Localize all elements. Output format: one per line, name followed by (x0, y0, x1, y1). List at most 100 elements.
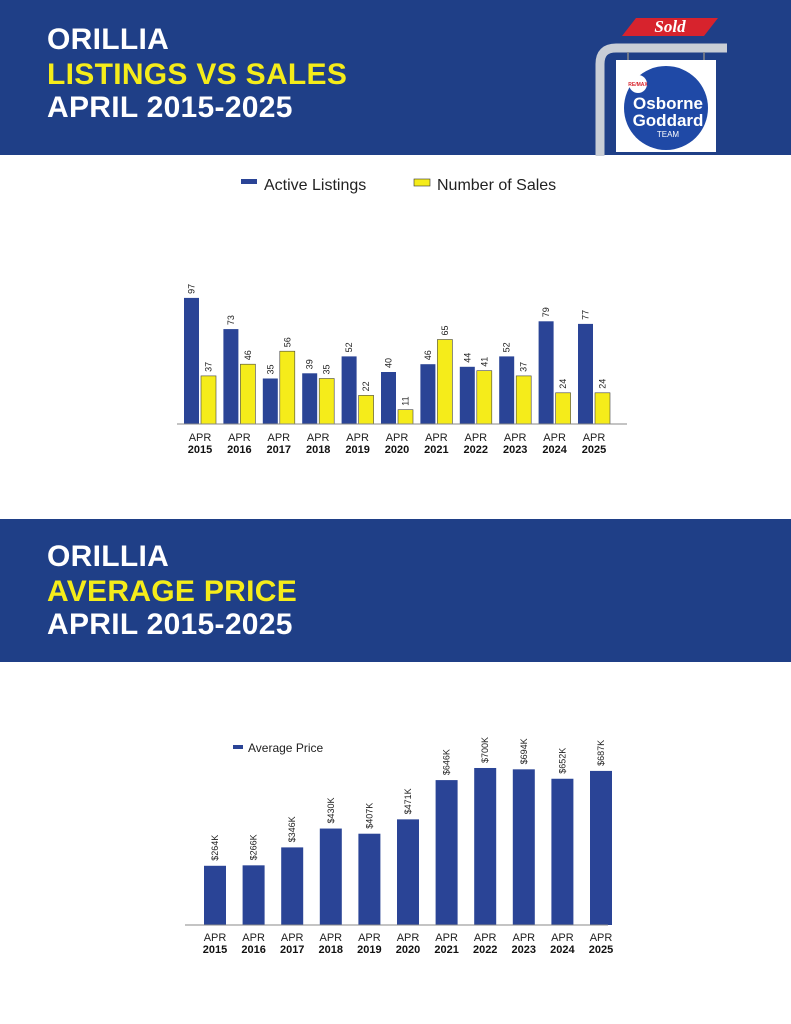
active-listings-bar-2023 (499, 356, 515, 424)
active-listings-bar-2025 (578, 323, 593, 424)
x-tick-year: 2018 (319, 944, 343, 956)
average-price-label-2015: $264K (210, 835, 220, 861)
x-tick-month: APR (543, 432, 566, 444)
x-tick-month: APR (474, 932, 497, 944)
legend-label-average-price: Average Price (248, 741, 323, 755)
sales-label-2023: 37 (519, 362, 529, 372)
average-price-bar-2021 (435, 780, 458, 925)
active-listings-label-2022: 44 (462, 353, 472, 363)
x-tick-year: 2024 (550, 944, 575, 956)
x-tick-month: APR (281, 932, 304, 944)
x-tick-year: 2016 (227, 444, 251, 456)
sales-label-2019: 22 (361, 381, 371, 391)
x-tick-month: APR (590, 932, 613, 944)
legend-swatch-average-price (233, 745, 243, 749)
remax-balloon-icon (629, 75, 647, 93)
average-price-label-2025: $687K (596, 740, 606, 766)
x-tick-year: 2015 (188, 444, 212, 456)
average-price-label-2016: $266K (249, 834, 259, 860)
x-tick-year: 2019 (357, 944, 381, 956)
title-main: LISTINGS VS SALES (47, 58, 348, 91)
legend-swatch-active-listings (241, 179, 257, 184)
average-price-label-2017: $346K (287, 816, 297, 842)
sales-label-2020: 11 (401, 396, 411, 405)
x-tick-year: 2022 (473, 944, 497, 956)
x-tick-month: APR (189, 432, 212, 444)
legend-label-active-listings: Active Listings (264, 177, 366, 194)
legend-label-number-of-sales: Number of Sales (437, 177, 556, 194)
logo-line1: Osborne (633, 94, 703, 113)
x-tick-month: APR (228, 432, 251, 444)
x-tick-month: APR (386, 432, 409, 444)
average-price-label-2023: $694K (519, 738, 529, 764)
average-price-bar-2018 (319, 828, 342, 925)
active-listings-label-2023: 52 (502, 342, 512, 352)
active-listings-label-2019: 52 (344, 342, 354, 352)
title-city: ORILLIA (47, 540, 170, 573)
average-price-label-2024: $652K (557, 748, 567, 774)
x-tick-month: APR (504, 432, 527, 444)
x-tick-year: 2024 (542, 444, 567, 456)
x-tick-year: 2017 (280, 944, 304, 956)
logo-line2: Goddard (633, 111, 704, 130)
average-price-label-2019: $407K (364, 803, 374, 829)
average-price-label-2018: $430K (326, 798, 336, 824)
sold-banner (622, 18, 718, 36)
x-tick-month: APR (425, 432, 448, 444)
active-listings-bar-2020 (381, 372, 396, 424)
x-tick-month: APR (464, 432, 487, 444)
x-tick-month: APR (319, 932, 342, 944)
x-tick-month: APR (307, 432, 330, 444)
x-tick-month: APR (267, 432, 290, 444)
average-price-label-2021: $646K (442, 749, 452, 775)
sold-sign-logo: Sold RE/MAX Osborne Goddard TEAM (595, 17, 727, 156)
active-listings-label-2018: 39 (305, 359, 315, 369)
active-listings-bar-2024 (538, 321, 554, 424)
x-tick-year: 2025 (582, 444, 606, 456)
sales-label-2021: 65 (440, 325, 450, 335)
x-tick-month: APR (583, 432, 606, 444)
active-listings-label-2015: 97 (187, 284, 197, 294)
x-tick-year: 2017 (267, 444, 291, 456)
active-listings-bar-2021 (420, 364, 436, 424)
listings-vs-sales-chart: Active Listings Number of Sales 9737APR2… (177, 177, 627, 456)
average-price-bar-2022 (474, 767, 497, 925)
sales-label-2017: 56 (282, 337, 292, 347)
average-price-bar-2025 (590, 770, 612, 925)
sales-label-2015: 37 (204, 362, 214, 372)
title-main: AVERAGE PRICE (47, 575, 298, 608)
x-tick-year: 2016 (241, 944, 265, 956)
active-listings-bar-2017 (262, 378, 278, 424)
x-tick-month: APR (242, 932, 265, 944)
active-listings-label-2025: 77 (581, 310, 591, 320)
x-tick-year: 2021 (424, 444, 448, 456)
average-price-bar-2017 (281, 847, 304, 925)
average-price-bar-2015 (204, 865, 226, 925)
x-tick-month: APR (551, 932, 574, 944)
sales-label-2016: 46 (243, 350, 253, 360)
logo-line3: TEAM (657, 130, 680, 139)
x-tick-year: 2020 (385, 444, 409, 456)
average-price-label-2022: $700K (480, 737, 490, 763)
active-listings-bar-2016 (223, 329, 239, 424)
active-listings-label-2021: 46 (423, 350, 433, 360)
x-tick-year: 2020 (396, 944, 420, 956)
legend-swatch-number-of-sales (413, 178, 431, 187)
x-tick-year: 2021 (434, 944, 458, 956)
sign-post (595, 43, 727, 156)
chart2-legend: Average Price (233, 741, 323, 755)
x-tick-year: 2023 (503, 444, 527, 456)
remax-text: RE/MAX (628, 82, 648, 88)
x-tick-year: 2022 (464, 444, 488, 456)
average-price-bar-2024 (551, 778, 574, 925)
active-listings-label-2017: 35 (265, 364, 275, 374)
x-tick-year: 2015 (203, 944, 227, 956)
sales-label-2018: 35 (322, 364, 332, 374)
average-price-bar-2016 (242, 865, 265, 925)
active-listings-label-2024: 79 (541, 307, 551, 317)
average-price-bar-2023 (512, 769, 535, 925)
x-tick-month: APR (204, 932, 227, 944)
active-listings-bar-2018 (302, 373, 318, 424)
title-period: APRIL 2015-2025 (47, 91, 293, 124)
sales-label-2024: 24 (558, 379, 568, 389)
